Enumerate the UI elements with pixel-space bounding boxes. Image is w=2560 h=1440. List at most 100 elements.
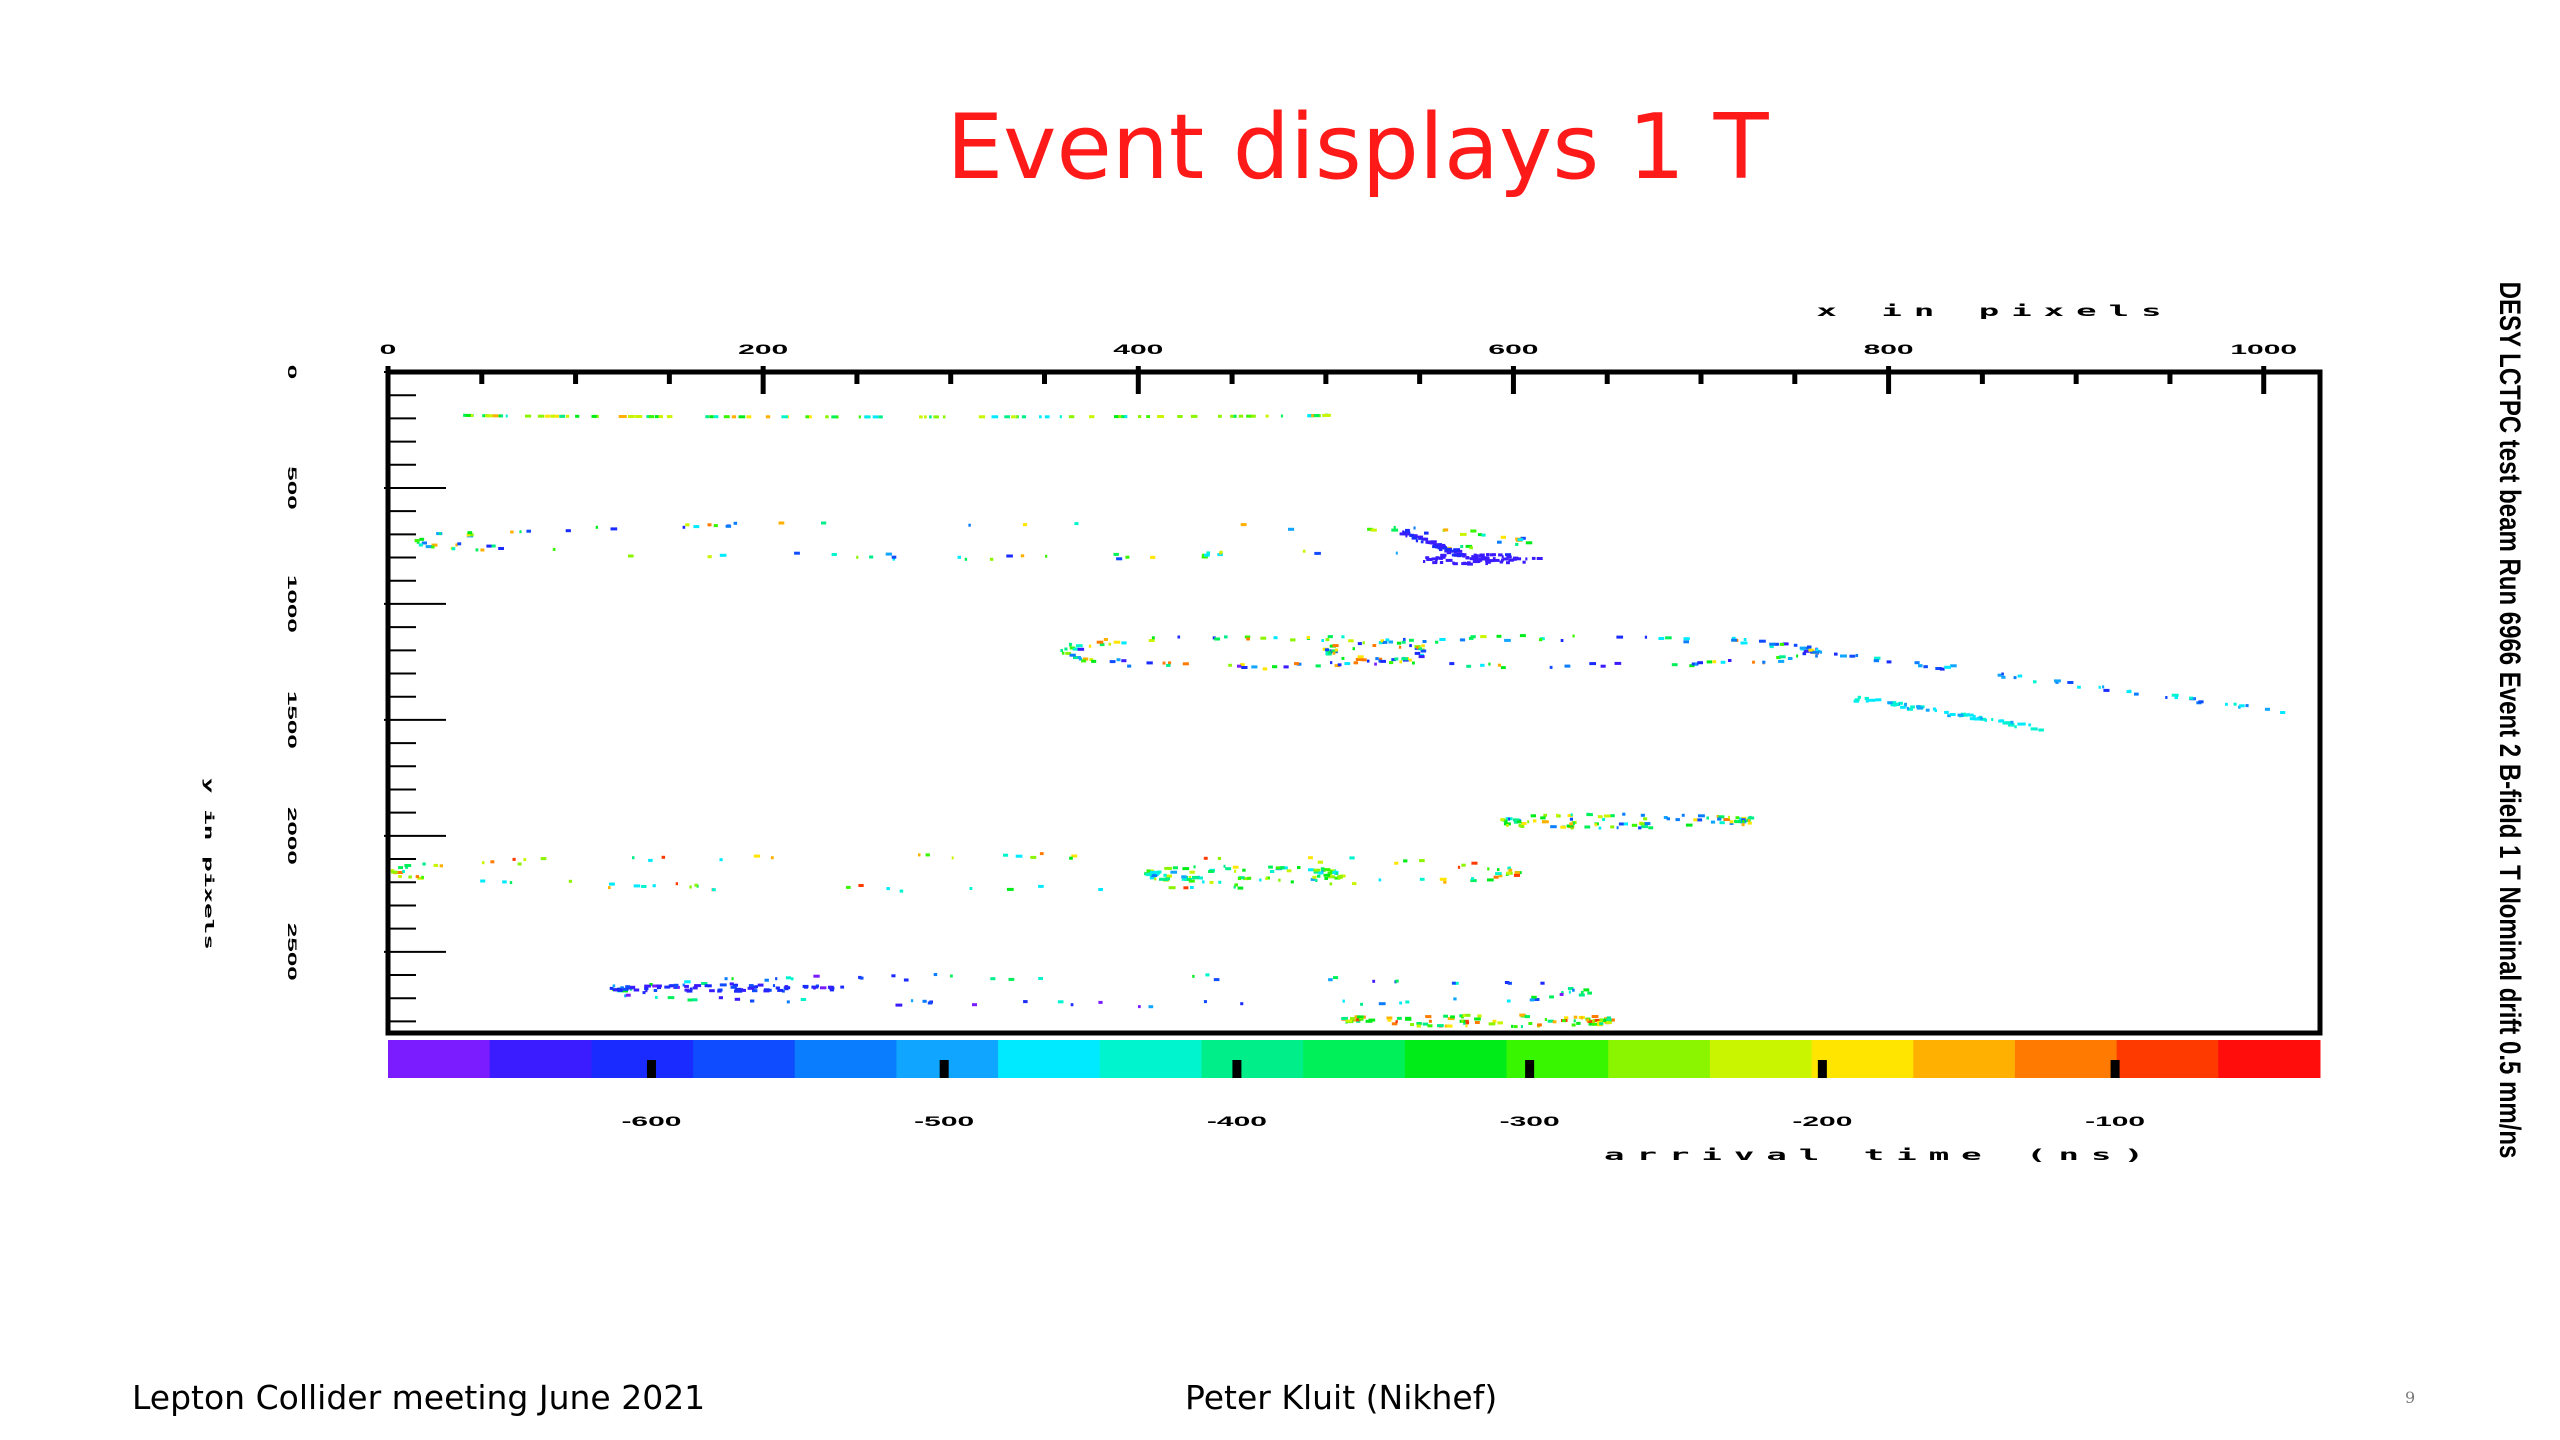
hit-point xyxy=(1610,825,1615,829)
hit-point xyxy=(1868,698,1876,702)
hit-point xyxy=(1778,659,1785,663)
hit-cluster-ring-2 xyxy=(1060,635,1427,671)
hit-point xyxy=(1159,877,1166,881)
hit-point xyxy=(433,863,439,867)
hit-point xyxy=(1329,882,1333,886)
hit-point xyxy=(891,555,897,559)
hit-point xyxy=(1520,1025,1523,1029)
hit-point xyxy=(1925,708,1930,712)
hit-point xyxy=(1337,875,1343,879)
hit-point xyxy=(1461,1019,1464,1023)
hit-point xyxy=(1098,1000,1103,1004)
hit-point xyxy=(1531,995,1537,999)
plot-frame xyxy=(385,369,2323,1036)
hit-point xyxy=(1327,871,1333,875)
hit-point xyxy=(1517,538,1524,542)
hit-point xyxy=(625,993,631,997)
hit-point xyxy=(1125,555,1130,559)
hit-point xyxy=(1583,988,1590,992)
hit-point xyxy=(1507,866,1511,870)
hit-point xyxy=(1342,999,1345,1003)
hit-point xyxy=(1740,641,1748,645)
hit-point xyxy=(1232,865,1239,869)
hit-point xyxy=(682,525,686,529)
hit-point xyxy=(1443,880,1447,884)
hit-point xyxy=(1307,414,1313,418)
hit-point xyxy=(1396,641,1402,645)
hit-point xyxy=(2067,681,2074,684)
colorbar-swatch xyxy=(1608,1040,1711,1078)
hit-point xyxy=(1500,535,1506,539)
hit-point xyxy=(1310,877,1316,881)
hit-point xyxy=(1455,548,1459,552)
hit-point xyxy=(1492,558,1500,562)
hit-point xyxy=(1569,822,1574,826)
hit-point xyxy=(1539,638,1543,642)
hit-point xyxy=(1696,818,1703,822)
y-axis-title: y in pixels xyxy=(202,778,216,950)
hit-point xyxy=(657,986,661,990)
hit-point xyxy=(1787,657,1793,660)
hit-point xyxy=(1641,825,1649,829)
hit-point xyxy=(803,985,808,989)
hit-point xyxy=(1742,819,1745,823)
hit-point xyxy=(899,889,904,893)
hit-point xyxy=(701,982,708,985)
hit-point xyxy=(1520,825,1525,828)
colorbar-tick-label: -200 xyxy=(1792,1114,1852,1129)
hit-point xyxy=(885,552,892,556)
hit-point xyxy=(1190,886,1194,889)
hit-point xyxy=(1355,658,1363,661)
hit-point xyxy=(1501,558,1504,562)
hit-point xyxy=(1114,415,1119,419)
hit-point xyxy=(1323,873,1331,877)
hit-point xyxy=(968,523,971,527)
hit-point xyxy=(1405,1000,1410,1004)
y-tick-label: 2000 xyxy=(285,807,298,865)
hit-point xyxy=(654,995,658,999)
hit-point xyxy=(668,984,673,988)
hit-point xyxy=(1228,663,1232,667)
hit-point xyxy=(1348,639,1354,643)
hit-point xyxy=(1969,717,1975,721)
hit-point xyxy=(1507,981,1512,985)
hit-point xyxy=(628,415,635,418)
hit-point xyxy=(2022,722,2026,726)
hit-point xyxy=(1266,876,1270,880)
hit-point xyxy=(972,1003,977,1007)
hit-point xyxy=(464,413,471,417)
hit-point xyxy=(805,415,809,419)
hit-point xyxy=(750,999,755,1003)
hit-point xyxy=(856,555,859,559)
hit-point xyxy=(1121,641,1127,645)
hit-point xyxy=(957,555,961,559)
x-tick-label: 800 xyxy=(1864,342,1914,357)
hit-point xyxy=(1124,415,1128,419)
hit-point xyxy=(608,886,611,890)
hit-point xyxy=(1327,635,1333,639)
hit-point xyxy=(1431,557,1438,561)
hit-point xyxy=(1265,877,1268,881)
hit-point xyxy=(892,557,896,561)
hit-point xyxy=(2239,704,2245,708)
hit-point xyxy=(1586,813,1593,817)
hit-point xyxy=(466,533,471,537)
hit-point xyxy=(666,415,673,419)
hit-point xyxy=(1481,533,1486,537)
hit-point xyxy=(724,977,728,981)
hit-point xyxy=(1480,635,1487,639)
hit-point xyxy=(1459,532,1467,536)
colorbar-swatch xyxy=(693,1040,796,1078)
hit-point xyxy=(1527,820,1530,824)
hit-point xyxy=(687,998,693,1002)
hit-point xyxy=(1418,647,1422,651)
hit-point xyxy=(398,866,403,870)
hit-point xyxy=(1506,871,1511,875)
hit-point xyxy=(1892,701,1897,705)
hit-point xyxy=(1325,638,1330,642)
hit-point xyxy=(1268,865,1273,869)
hit-point xyxy=(1398,645,1402,649)
hit-point xyxy=(652,884,656,888)
hit-point xyxy=(2126,690,2132,694)
y-tick-label: 2500 xyxy=(285,923,298,981)
